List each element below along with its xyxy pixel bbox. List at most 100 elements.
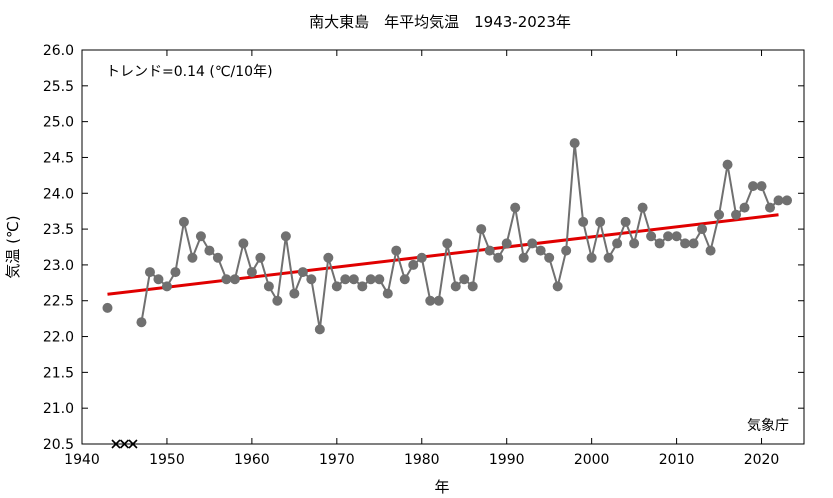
chart-title: 南大東島 年平均気温 1943-2023年 xyxy=(309,13,571,31)
data-point xyxy=(476,224,487,235)
x-tick-label: 2020 xyxy=(744,452,780,468)
x-tick-label: 1970 xyxy=(319,452,355,468)
data-point xyxy=(629,238,640,249)
x-tick-label: 1950 xyxy=(149,452,185,468)
data-point xyxy=(433,295,444,306)
data-point xyxy=(484,245,495,256)
data-point xyxy=(238,238,249,249)
data-point xyxy=(578,216,589,227)
y-tick-label: 24.5 xyxy=(43,150,74,166)
data-point xyxy=(323,252,334,263)
data-point xyxy=(382,288,393,299)
data-point xyxy=(680,238,691,249)
y-tick-label: 20.5 xyxy=(43,437,74,453)
x-tick-label: 1980 xyxy=(404,452,440,468)
series-layer xyxy=(102,138,793,335)
trend-layer xyxy=(107,213,779,296)
x-tick-label: 2000 xyxy=(574,452,610,468)
data-point xyxy=(595,216,606,227)
trend-line xyxy=(107,213,779,296)
data-point xyxy=(425,295,436,306)
data-point xyxy=(297,267,308,278)
x-tick-label: 1940 xyxy=(64,452,100,468)
data-point xyxy=(450,281,461,292)
data-point xyxy=(161,281,172,292)
y-tick-label: 26.0 xyxy=(43,43,74,59)
data-point xyxy=(731,209,742,220)
y-tick-label: 23.5 xyxy=(43,222,74,238)
x-axis-label: 年 xyxy=(434,478,449,496)
data-point xyxy=(637,202,648,213)
missing-layer xyxy=(111,439,138,449)
y-tick-label: 25.0 xyxy=(43,115,74,131)
data-point xyxy=(365,274,376,285)
data-point xyxy=(374,274,385,285)
data-point xyxy=(340,274,351,285)
data-point xyxy=(416,252,427,263)
y-axis-label: 気温 (℃) xyxy=(4,215,22,278)
data-point xyxy=(306,274,317,285)
data-point xyxy=(765,202,776,213)
data-point xyxy=(459,274,470,285)
data-point xyxy=(714,209,725,220)
data-point xyxy=(255,252,266,263)
data-point xyxy=(187,252,198,263)
data-point xyxy=(289,288,300,299)
data-point xyxy=(501,238,512,249)
data-point xyxy=(527,238,538,249)
data-point xyxy=(535,245,546,256)
y-tick-label: 21.5 xyxy=(43,365,74,381)
data-point xyxy=(510,202,521,213)
data-point xyxy=(654,238,665,249)
data-point xyxy=(348,274,359,285)
data-point xyxy=(442,238,453,249)
data-point xyxy=(586,252,597,263)
data-point xyxy=(408,259,419,270)
data-point xyxy=(204,245,215,256)
x-tick-label: 1960 xyxy=(234,452,270,468)
missing-year-marker xyxy=(128,439,138,449)
data-point xyxy=(280,231,291,242)
data-point xyxy=(102,302,113,313)
data-point xyxy=(357,281,368,292)
data-point xyxy=(144,267,155,278)
axes: 1940 1950 1960 1970 1980 1990 2000 2010 2020 20.5… xyxy=(43,43,804,468)
data-point xyxy=(569,138,580,149)
data-point xyxy=(646,231,657,242)
data-point xyxy=(748,181,759,192)
missing-year-marker xyxy=(111,439,121,449)
data-point xyxy=(722,159,733,170)
data-point xyxy=(552,281,563,292)
data-point xyxy=(782,195,793,206)
data-point xyxy=(229,274,240,285)
missing-year-marker xyxy=(119,439,130,449)
data-point xyxy=(212,252,223,263)
data-point xyxy=(739,202,750,213)
data-point xyxy=(195,231,206,242)
data-point xyxy=(493,252,504,263)
data-point xyxy=(518,252,529,263)
data-point xyxy=(663,231,674,242)
data-point xyxy=(705,245,716,256)
data-point xyxy=(399,274,410,285)
missing-mark-stroke xyxy=(111,439,121,449)
data-point xyxy=(331,281,342,292)
data-point xyxy=(246,267,257,278)
data-point xyxy=(756,181,767,192)
y-tick-label: 22.0 xyxy=(43,330,74,346)
x-tick-label: 2010 xyxy=(659,452,695,468)
data-point xyxy=(688,238,699,249)
data-point xyxy=(561,245,572,256)
y-tick-label: 24.0 xyxy=(43,186,74,202)
data-point xyxy=(671,231,682,242)
missing-mark-stroke xyxy=(128,439,138,449)
data-point xyxy=(314,324,325,335)
data-point xyxy=(467,281,478,292)
data-point xyxy=(272,295,283,306)
data-point xyxy=(391,245,402,256)
data-point xyxy=(544,252,555,263)
missing-mark-stroke xyxy=(119,439,130,449)
data-point xyxy=(178,216,189,227)
credit-label: 気象庁 xyxy=(747,418,789,434)
data-point xyxy=(697,224,708,235)
